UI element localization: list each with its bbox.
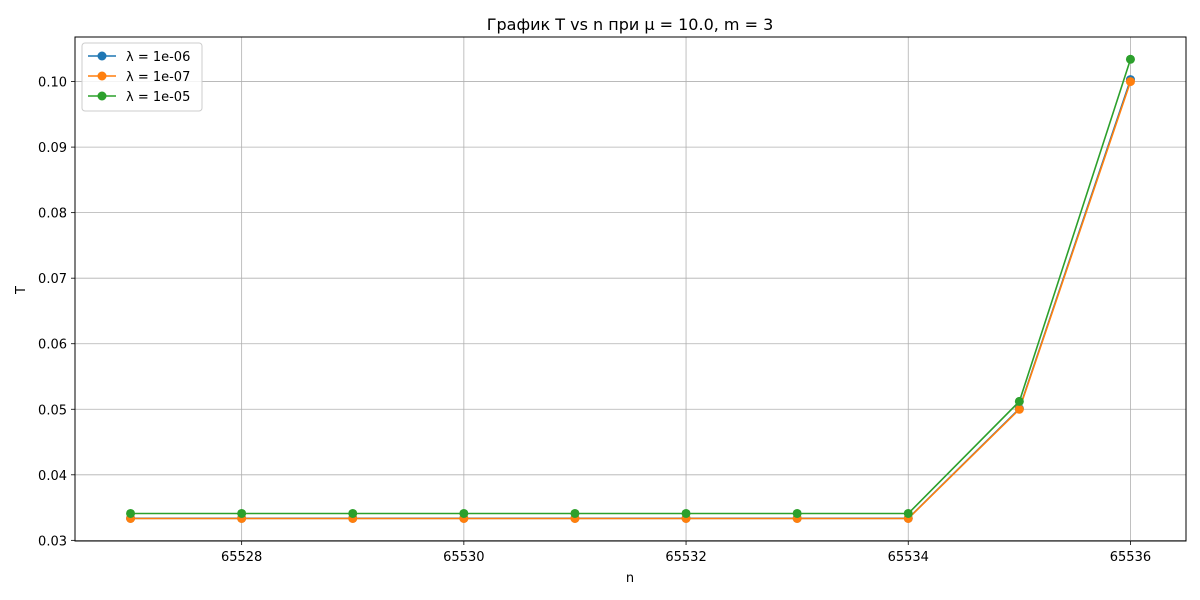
legend-item: λ = 1e-07 <box>88 70 190 85</box>
y-tick-label: 0.03 <box>38 534 67 549</box>
x-tick-label: 65528 <box>221 550 262 565</box>
legend-box <box>81 42 203 112</box>
data-point <box>1125 54 1135 64</box>
data-point <box>903 508 913 518</box>
data-point <box>237 508 247 518</box>
series-line <box>130 81 1132 520</box>
grid <box>75 37 1186 541</box>
legend-label: λ = 1e-06 <box>126 50 190 65</box>
x-tick-label: 65534 <box>888 550 929 565</box>
y-axis-label: T <box>14 286 29 295</box>
y-tick-label: 0.07 <box>38 272 67 287</box>
y-tick-label: 0.05 <box>38 403 67 418</box>
legend-item: λ = 1e-06 <box>88 50 190 65</box>
y-tick-label: 0.04 <box>38 469 67 484</box>
plot-series <box>126 54 1135 523</box>
data-point <box>1014 404 1024 414</box>
y-tick-label: 0.09 <box>38 141 67 156</box>
legend-marker <box>97 51 107 61</box>
x-axis-ticks: 65528 65530 65532 65534 65536 <box>221 541 1151 565</box>
data-point <box>126 508 136 518</box>
data-point <box>792 508 802 518</box>
x-axis-label: n <box>626 571 634 586</box>
y-tick-label: 0.08 <box>38 207 67 222</box>
legend-label: λ = 1e-07 <box>126 70 190 85</box>
y-tick-label: 0.10 <box>38 76 67 91</box>
data-point <box>681 508 691 518</box>
plot-frame <box>74 36 1187 542</box>
series-3 <box>126 54 1135 518</box>
legend-label: λ = 1e-05 <box>126 90 190 105</box>
data-point <box>570 508 580 518</box>
data-point <box>459 508 469 518</box>
series-line <box>130 59 1132 515</box>
data-point <box>1014 396 1024 406</box>
data-point <box>348 508 358 518</box>
data-point <box>1125 77 1135 87</box>
x-tick-label: 65532 <box>665 550 706 565</box>
y-axis-ticks: 0.03 0.04 0.05 0.06 0.07 0.08 0.09 0.10 <box>38 76 75 549</box>
legend: λ = 1e-06 λ = 1e-07 λ = 1e-05 <box>81 42 203 112</box>
legend-marker <box>97 91 107 101</box>
x-tick-label: 65536 <box>1110 550 1151 565</box>
legend-marker <box>97 71 107 81</box>
chart-title: График T vs n при μ = 10.0, m = 3 <box>487 15 774 34</box>
x-tick-label: 65530 <box>443 550 484 565</box>
legend-item: λ = 1e-05 <box>88 90 190 105</box>
y-tick-label: 0.06 <box>38 338 67 353</box>
